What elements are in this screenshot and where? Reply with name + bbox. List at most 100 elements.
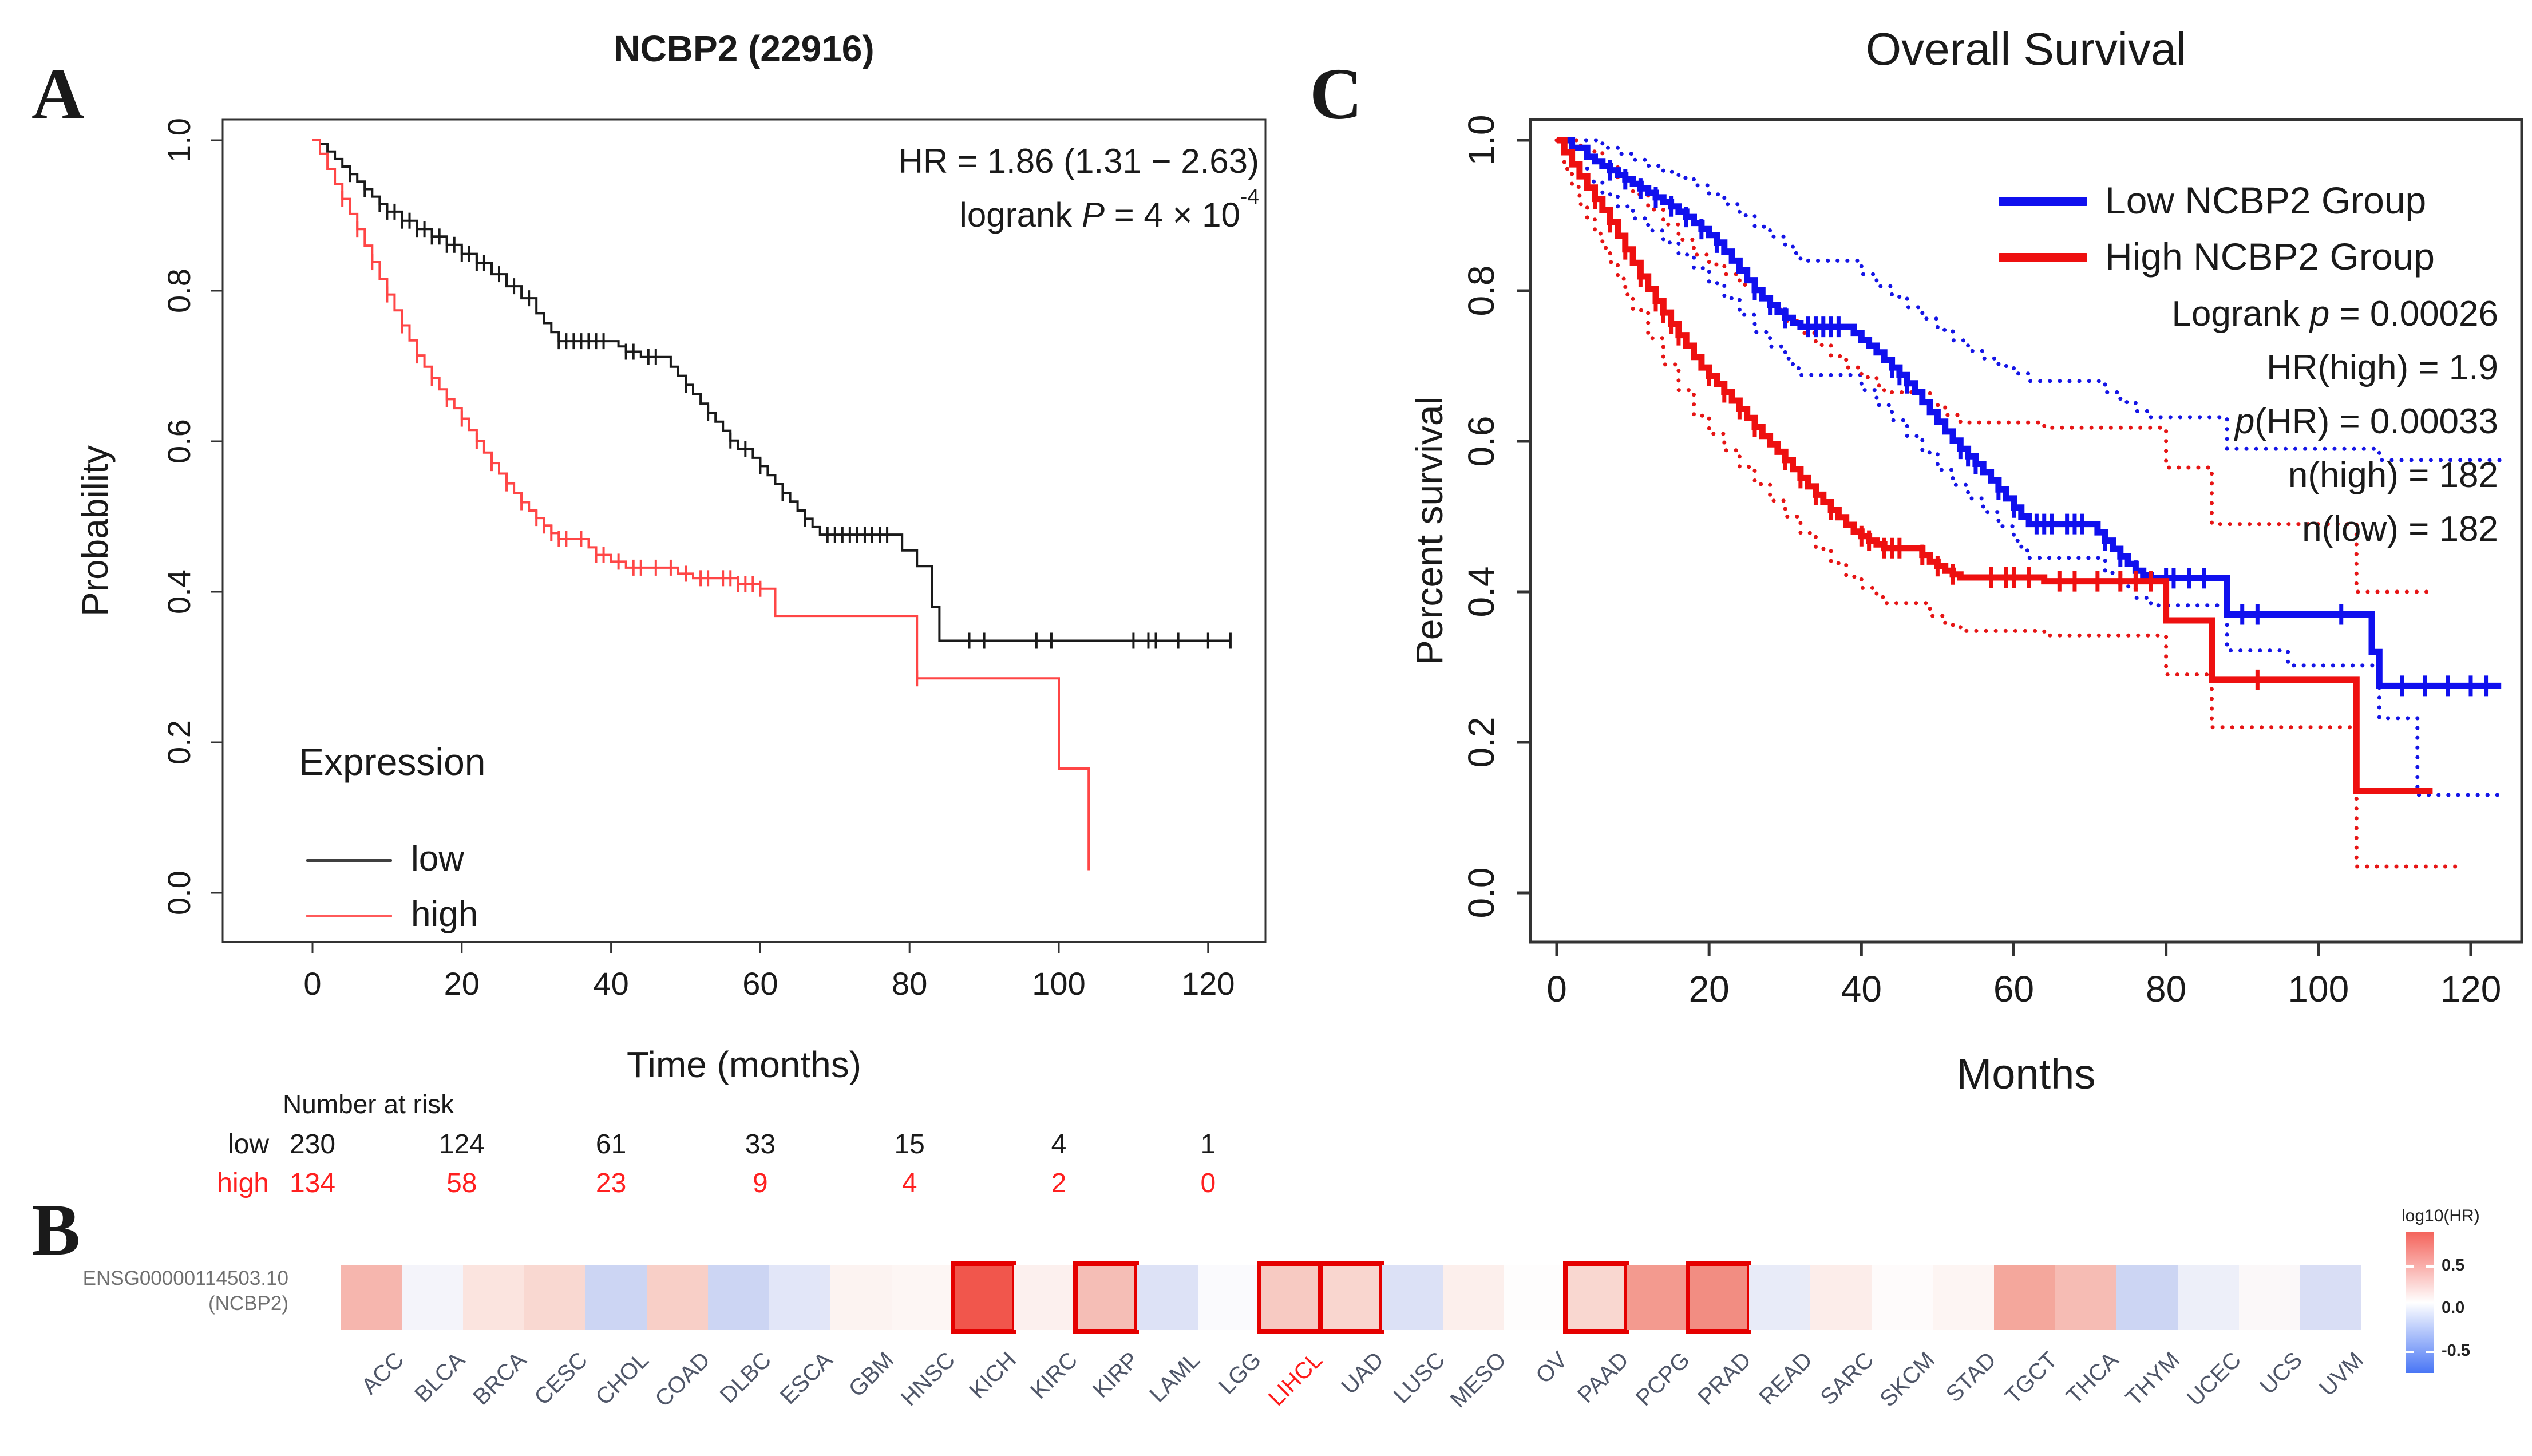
heat-label-READ: READ — [1754, 1347, 1818, 1410]
km-plot-a: 0 20 40 60 80 100 120 1.0 0.8 0.6 0.4 0.2 0.0 Time (m… — [74, 118, 1267, 1085]
plot-frame — [1529, 118, 2523, 944]
heat-cell-CHOL — [585, 1265, 647, 1330]
heat-cell-BLCA — [402, 1265, 463, 1330]
heat-cell-PRAD — [1688, 1265, 1749, 1330]
heat-label-COAD: COAD — [650, 1347, 715, 1412]
x-tick-label: 100 — [1032, 966, 1085, 1002]
x-tick-label: 80 — [2146, 968, 2186, 1010]
y-tick-label: 0.0 — [161, 871, 197, 915]
km-curve-high-lower-ci — [1554, 138, 2458, 869]
heat-cell-CESC — [524, 1265, 585, 1330]
y-tick-label: 0.8 — [1461, 266, 1502, 316]
heat-box-KICH — [951, 1261, 1016, 1334]
heat-box-KIRP — [1073, 1261, 1139, 1334]
risk-value: 1 — [1200, 1129, 1216, 1160]
heat-label-SKCM: SKCM — [1875, 1347, 1940, 1412]
heat-cell-DLBC — [708, 1265, 769, 1330]
heat-box-PAAD — [1563, 1261, 1629, 1334]
y-tick-label: 0.2 — [1461, 717, 1502, 768]
risk-value: 61 — [595, 1129, 627, 1160]
heat-cell-UAD — [1320, 1265, 1382, 1330]
heat-label-UAD: UAD — [1336, 1347, 1389, 1399]
heat-label-UCEC: UCEC — [2182, 1347, 2246, 1411]
heat-cell-THYM — [2116, 1265, 2178, 1330]
colorbar-title: log10(HR) — [2402, 1206, 2480, 1225]
risk-value: 23 — [595, 1168, 627, 1198]
y-tick-label: 0.8 — [161, 268, 197, 313]
x-tick-label: 60 — [742, 966, 778, 1002]
heat-cell-HNSC — [892, 1265, 953, 1330]
panel-a-letter: A — [31, 53, 85, 134]
heat-cell-KIRP — [1075, 1265, 1137, 1330]
heat-label-ACC: ACC — [357, 1347, 409, 1399]
heat-cell-READ — [1749, 1265, 1810, 1330]
legend-label-low-ncbp2-group: Low NCBP2 Group — [2105, 179, 2427, 221]
panel-c-logrank-text: Logrank p = 0.00026 — [2171, 294, 2498, 334]
panel-c-phr-text: p(HR) = 0.00033 — [2234, 402, 2498, 441]
heat-box-LIHCL — [1257, 1261, 1323, 1334]
legend-line-low — [306, 859, 392, 862]
x-tick-label: 40 — [1841, 968, 1882, 1010]
x-axis-title: Time (months) — [627, 1044, 861, 1085]
x-tick-label: 100 — [2288, 968, 2349, 1010]
heat-cell-LIHCL — [1259, 1265, 1320, 1330]
heat-cell-MESO — [1443, 1265, 1504, 1330]
heat-label-HNSC: HNSC — [896, 1347, 960, 1411]
heat-cell-OV — [1504, 1265, 1565, 1330]
panel-a-title: NCBP2 (22916) — [614, 28, 875, 69]
panel-b-letter: B — [31, 1189, 81, 1271]
legend-line-low-ncbp2-group — [1999, 197, 2087, 206]
y-tick-label: 0.4 — [1461, 567, 1502, 618]
heat-cell-TGCT — [1994, 1265, 2055, 1330]
panel-c-title: Overall Survival — [1865, 23, 2187, 74]
km-curve-high — [1557, 137, 2433, 794]
risk-value: 124 — [438, 1129, 485, 1160]
heat-cell-LUSC — [1382, 1265, 1443, 1330]
heat-cell-SKCM — [1872, 1265, 1933, 1330]
x-tick-label: 40 — [593, 966, 628, 1002]
heat-label-PCPG: PCPG — [1631, 1347, 1695, 1411]
colorbar-tick-mark — [2406, 1351, 2414, 1353]
colorbar-tick-mark — [2426, 1351, 2434, 1353]
heat-label-UVM: UVM — [2315, 1347, 2369, 1401]
heat-label-LGG: LGG — [1214, 1347, 1267, 1399]
heat-label-BLCA: BLCA — [410, 1347, 470, 1408]
heat-box-PRAD — [1686, 1261, 1751, 1334]
x-tick-label: 0 — [1546, 968, 1567, 1010]
heat-label-CESC: CESC — [529, 1347, 593, 1410]
heat-label-GBM: GBM — [844, 1347, 899, 1402]
heat-label-OV: OV — [1531, 1347, 1573, 1388]
panel-c-nlow-text: n(low) = 182 — [2302, 509, 2498, 549]
heat-cell-STAD — [1933, 1265, 1994, 1330]
heat-cell-PCPG — [1627, 1265, 1688, 1330]
heatmap-gene-label: ENSG00000114503.10 (NCBP2) — [60, 1266, 288, 1316]
colorbar-tick-mark — [2406, 1265, 2414, 1268]
risk-value: 134 — [289, 1168, 336, 1198]
risk-value: 15 — [894, 1129, 925, 1160]
risk-row-label-high: high — [217, 1168, 269, 1198]
panel-a-hr-text: HR = 1.86 (1.31 − 2.63) — [898, 142, 1259, 180]
heat-cell-KIRC — [1014, 1265, 1075, 1330]
heat-label-BRCA: BRCA — [468, 1347, 532, 1410]
heat-label-LAML: LAML — [1145, 1347, 1205, 1408]
y-tick-label: 0.0 — [1461, 868, 1502, 919]
risk-value: 230 — [289, 1129, 336, 1160]
y-tick-label: 0.6 — [1461, 416, 1502, 467]
heat-label-THCA: THCA — [2062, 1347, 2124, 1410]
y-tick-label: 1.0 — [1461, 115, 1502, 166]
heat-box-UAD — [1318, 1261, 1384, 1334]
colorbar-tick-mark — [2426, 1265, 2434, 1268]
y-tick-label: 0.4 — [161, 569, 197, 614]
heat-label-KIRC: KIRC — [1026, 1347, 1083, 1404]
x-tick-label: 20 — [444, 966, 480, 1002]
heat-label-SARC: SARC — [1815, 1347, 1879, 1410]
gene-symbol: (NCBP2) — [208, 1292, 288, 1315]
heat-label-KICH: KICH — [964, 1347, 1022, 1404]
risk-value: 9 — [753, 1168, 768, 1198]
x-tick-label: 120 — [1181, 966, 1235, 1002]
risk-value: 33 — [745, 1129, 776, 1160]
heat-label-PRAD: PRAD — [1693, 1347, 1756, 1410]
legend-line-high — [306, 915, 392, 917]
risk-value: 2 — [1051, 1168, 1067, 1198]
legend-line-high-ncbp2-group — [1999, 253, 2087, 262]
